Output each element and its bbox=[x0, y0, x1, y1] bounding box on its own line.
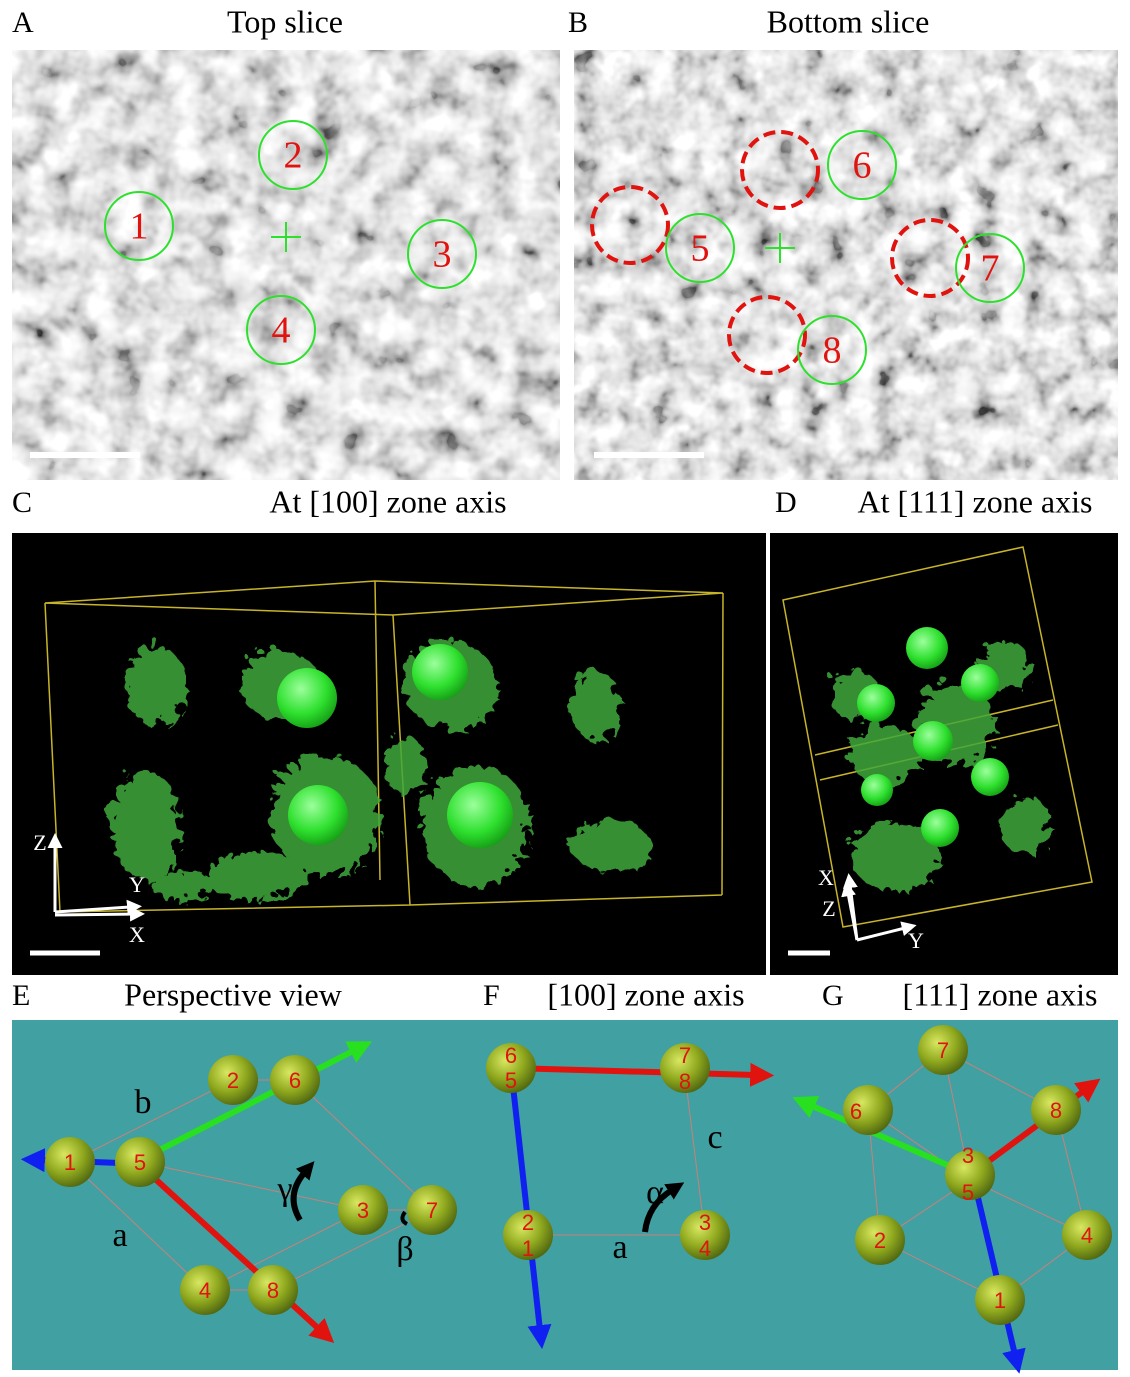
atom-label: 4 bbox=[1081, 1223, 1093, 1248]
atom-label: 3 bbox=[699, 1210, 711, 1235]
density-sphere bbox=[961, 664, 999, 702]
panel-letter: F bbox=[483, 979, 500, 1012]
panel-title: At [100] zone axis bbox=[269, 483, 506, 519]
density-blob bbox=[145, 865, 205, 895]
particle-label: 1 bbox=[130, 206, 149, 248]
density-blob bbox=[200, 845, 300, 895]
panel-letter: G bbox=[822, 979, 844, 1012]
panel-title: Perspective view bbox=[124, 976, 342, 1012]
density-blob bbox=[565, 665, 615, 735]
axis-label: Y bbox=[129, 872, 145, 897]
tomogram-top bbox=[12, 50, 560, 480]
density-sphere bbox=[913, 721, 953, 761]
density-sphere bbox=[861, 774, 893, 806]
atom-label: 7 bbox=[426, 1198, 438, 1223]
panel-letter: D bbox=[775, 486, 797, 519]
density-blob bbox=[120, 640, 180, 720]
axis-label: Z bbox=[33, 830, 46, 855]
atom-label: 4 bbox=[699, 1236, 711, 1261]
density-blob bbox=[995, 790, 1045, 850]
atom-label: 7 bbox=[937, 1038, 949, 1063]
figure: A Top slice B Bottom slice C At [100] zone ax… bbox=[0, 0, 1130, 1377]
density-sphere bbox=[971, 758, 1009, 796]
axis-label: Y bbox=[908, 928, 924, 953]
atom-label: 5 bbox=[134, 1150, 146, 1175]
panel-letter: B bbox=[568, 6, 588, 39]
density-blob bbox=[565, 815, 645, 865]
lattice-label: α bbox=[646, 1174, 664, 1211]
panel-title: Top slice bbox=[227, 3, 343, 39]
particle-label: 7 bbox=[981, 248, 1000, 290]
lattice-label: c bbox=[707, 1119, 722, 1156]
lattice-label: γ bbox=[276, 1171, 292, 1208]
panel-title: Bottom slice bbox=[767, 3, 930, 39]
panel-title: At [111] zone axis bbox=[858, 483, 1093, 519]
density-sphere bbox=[906, 627, 948, 669]
panel-letter: E bbox=[12, 979, 30, 1012]
lattice-label: a bbox=[612, 1229, 627, 1266]
atom-label: 5 bbox=[505, 1068, 517, 1093]
panel-letter: A bbox=[12, 6, 34, 39]
lattice-label: β bbox=[396, 1231, 413, 1268]
axis-label: Z bbox=[822, 896, 835, 921]
atom-label: 2 bbox=[522, 1210, 534, 1235]
density-sphere bbox=[857, 684, 895, 722]
atom-label: 5 bbox=[962, 1180, 974, 1205]
density-sphere bbox=[447, 782, 513, 848]
density-blob bbox=[845, 720, 915, 780]
axis-arrow bbox=[55, 914, 133, 915]
density-sphere bbox=[288, 785, 348, 845]
atom-label: 4 bbox=[199, 1278, 211, 1303]
particle-label: 8 bbox=[823, 330, 842, 372]
tomogram-bottom bbox=[574, 50, 1118, 480]
atom-label: 3 bbox=[962, 1143, 974, 1168]
atom-label: 6 bbox=[850, 1099, 862, 1124]
particle-label: 6 bbox=[853, 145, 872, 187]
axis-label: X bbox=[818, 865, 834, 890]
panel-letter: C bbox=[12, 486, 32, 519]
panel-title: [100] zone axis bbox=[547, 976, 744, 1012]
atom-label: 1 bbox=[64, 1150, 76, 1175]
density-sphere bbox=[277, 668, 337, 728]
particle-label: 4 bbox=[272, 310, 291, 352]
lattice-label: a bbox=[112, 1217, 127, 1254]
particle-label: 5 bbox=[691, 228, 710, 270]
density-sphere bbox=[921, 809, 959, 847]
panel-title: [111] zone axis bbox=[903, 976, 1098, 1012]
atom-label: 6 bbox=[289, 1068, 301, 1093]
density-sphere bbox=[412, 644, 468, 700]
atom-label: 8 bbox=[679, 1069, 691, 1094]
atom-label: 1 bbox=[522, 1236, 534, 1261]
density-blob bbox=[380, 730, 420, 790]
atom-label: 7 bbox=[679, 1043, 691, 1068]
particle-label: 3 bbox=[433, 234, 452, 276]
atom-label: 8 bbox=[1050, 1098, 1062, 1123]
density-blob bbox=[105, 765, 175, 875]
axis-label: X bbox=[129, 922, 145, 947]
lattice-label: b bbox=[135, 1084, 152, 1121]
atom-label: 8 bbox=[267, 1278, 279, 1303]
atom-label: 2 bbox=[227, 1068, 239, 1093]
atom-label: 1 bbox=[994, 1288, 1006, 1313]
atom-label: 2 bbox=[874, 1228, 886, 1253]
particle-label: 2 bbox=[284, 135, 303, 177]
atom-label: 6 bbox=[505, 1043, 517, 1068]
atom-label: 3 bbox=[357, 1198, 369, 1223]
